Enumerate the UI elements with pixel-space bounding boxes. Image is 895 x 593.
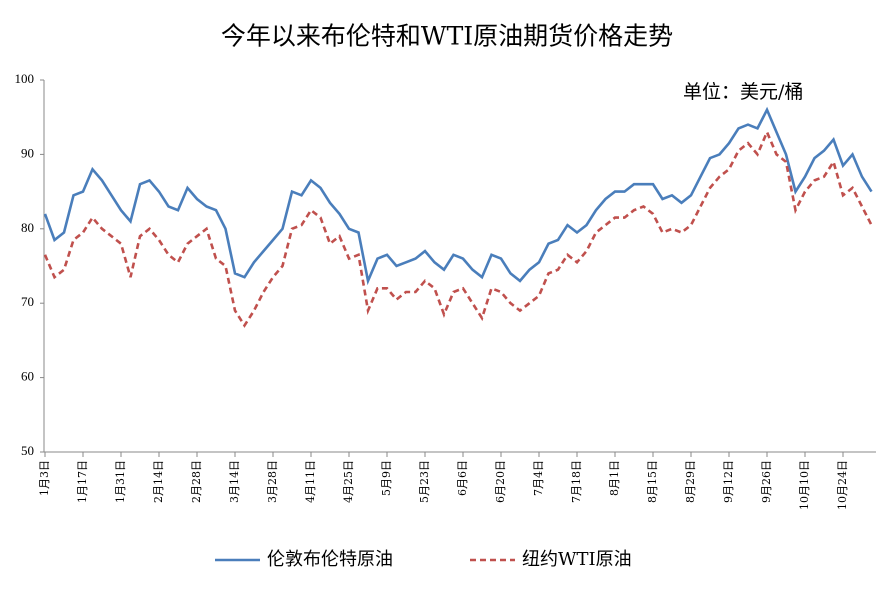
series-line (43, 128, 873, 328)
x-tick-label: 7月4日 (532, 460, 545, 496)
y-tick-label: 60 (21, 369, 34, 384)
x-tick-label: 6月20日 (494, 460, 507, 503)
y-tick-label: 70 (21, 294, 34, 309)
x-tick-label: 3月28日 (266, 460, 279, 503)
y-tick-label: 80 (21, 220, 34, 235)
x-tick-label: 7月18日 (570, 460, 583, 503)
x-tick-label: 10月10日 (798, 460, 811, 510)
x-tick-label: 5月23日 (418, 460, 431, 503)
x-tick-label: 8月15日 (646, 460, 659, 503)
x-tick-label: 3月14日 (228, 460, 241, 503)
x-tick-label: 1月3日 (38, 460, 51, 496)
x-tick-label: 8月29日 (684, 460, 697, 503)
x-tick-label: 6月6日 (456, 460, 469, 496)
y-tick-label: 50 (21, 443, 34, 458)
x-tick-label: 1月17日 (76, 460, 89, 503)
x-tick-label: 10月24日 (836, 460, 849, 510)
legend-label: 伦敦布伦特原油 (267, 549, 393, 570)
x-tick-label: 5月9日 (380, 460, 393, 496)
x-tick-label: 2月28日 (190, 460, 203, 503)
x-tick-label: 4月11日 (304, 460, 317, 503)
x-tick-label: 4月25日 (342, 460, 355, 503)
x-tick-label: 8月1日 (608, 460, 621, 496)
x-tick-label: 9月12日 (722, 460, 735, 503)
unit-label: 单位：美元/桶 (683, 81, 803, 103)
x-tick-label: 1月31日 (114, 460, 127, 503)
x-tick-label: 2月14日 (152, 460, 165, 503)
legend-label: 纽约WTI原油 (522, 549, 632, 570)
y-tick-label: 100 (15, 71, 35, 86)
chart-title: 今年以来布伦特和WTI原油期货价格走势 (221, 22, 673, 51)
series-line (43, 106, 873, 286)
x-tick-label: 9月26日 (760, 460, 773, 503)
y-tick-label: 90 (21, 145, 34, 160)
